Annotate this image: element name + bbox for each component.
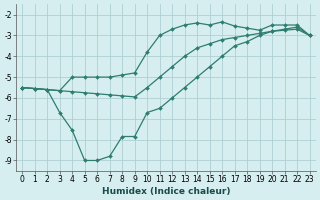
X-axis label: Humidex (Indice chaleur): Humidex (Indice chaleur) [102,187,230,196]
